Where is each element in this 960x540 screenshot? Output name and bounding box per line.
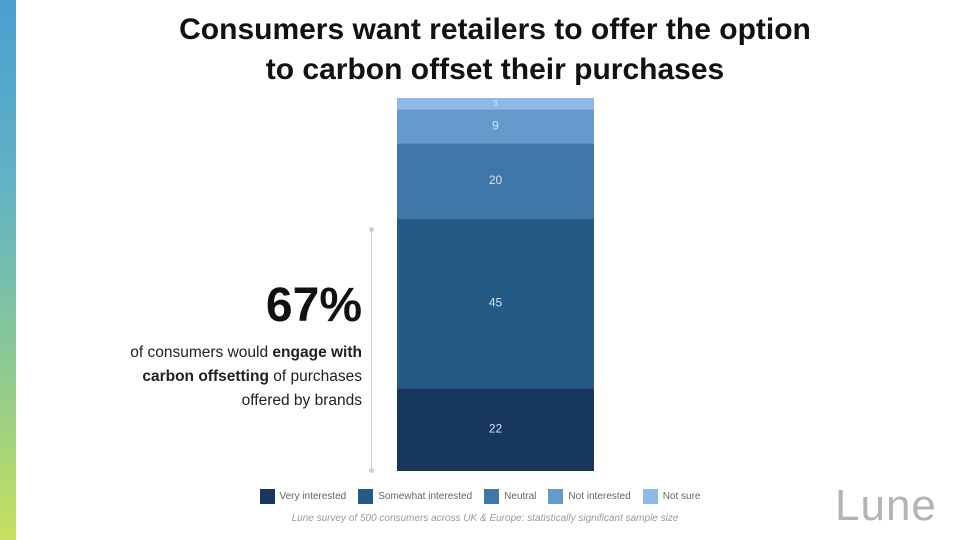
callout-percentage: 67% — [265, 279, 362, 332]
chart-title-line-1: Consumers want retailers to offer the op… — [179, 13, 811, 46]
bracket-bottom-dot — [369, 468, 374, 473]
legend-item-not-interested: Not interested — [548, 488, 631, 504]
legend-item-not-sure: Not sure — [642, 488, 701, 504]
callout-text-post: of purchases offered by brands — [241, 368, 362, 409]
chart-title-line-2: to carbon offset their purchases — [265, 53, 725, 86]
lune-logo: Lune — [835, 481, 937, 530]
legend-label: Not interested — [568, 490, 631, 502]
legend-swatch — [548, 488, 564, 504]
legend-item-very-interested: Very interested — [259, 488, 347, 504]
footnote: Lune survey of 500 consumers across UK &… — [291, 513, 679, 524]
callout-bracket-line — [369, 227, 374, 473]
bar-segment-very-interested — [397, 388, 594, 471]
legend-label: Neutral — [504, 490, 537, 502]
legend-swatch — [484, 488, 500, 504]
bar-segment-not-interested — [397, 109, 594, 144]
legend-label: Not sure — [662, 490, 701, 502]
legend-item-neutral: Neutral — [484, 488, 537, 504]
data-label-very-interested: 22 — [489, 422, 503, 436]
callout-text: of consumers would engage with carbon of… — [100, 341, 362, 413]
legend-swatch — [642, 488, 658, 504]
legend-item-somewhat-interested: Somewhat interested — [358, 488, 473, 504]
callout-text-bold: engage with carbon offsetting — [142, 344, 362, 385]
chart-title: Consumers want retailers to offer the op… — [100, 10, 890, 90]
bar-segment-neutral — [397, 143, 594, 219]
data-label-not-sure: 3 — [493, 99, 498, 108]
legend-label: Somewhat interested — [378, 490, 473, 502]
data-label-somewhat-interested: 45 — [489, 296, 503, 310]
bar-segment-somewhat-interested — [397, 218, 594, 389]
data-label-neutral: 20 — [489, 173, 503, 187]
legend-label: Very interested — [279, 490, 347, 502]
data-label-not-interested: 9 — [492, 118, 499, 132]
callout-text-pre: of consumers would — [130, 344, 273, 361]
accent-edge-bar — [0, 0, 16, 540]
legend-swatch — [358, 488, 374, 504]
chart-legend: Very interested Somewhat interested Neutra… — [0, 487, 960, 505]
legend-swatch — [259, 488, 275, 504]
bracket-top-dot — [369, 227, 374, 232]
bar-segment-not-sure — [397, 98, 594, 110]
